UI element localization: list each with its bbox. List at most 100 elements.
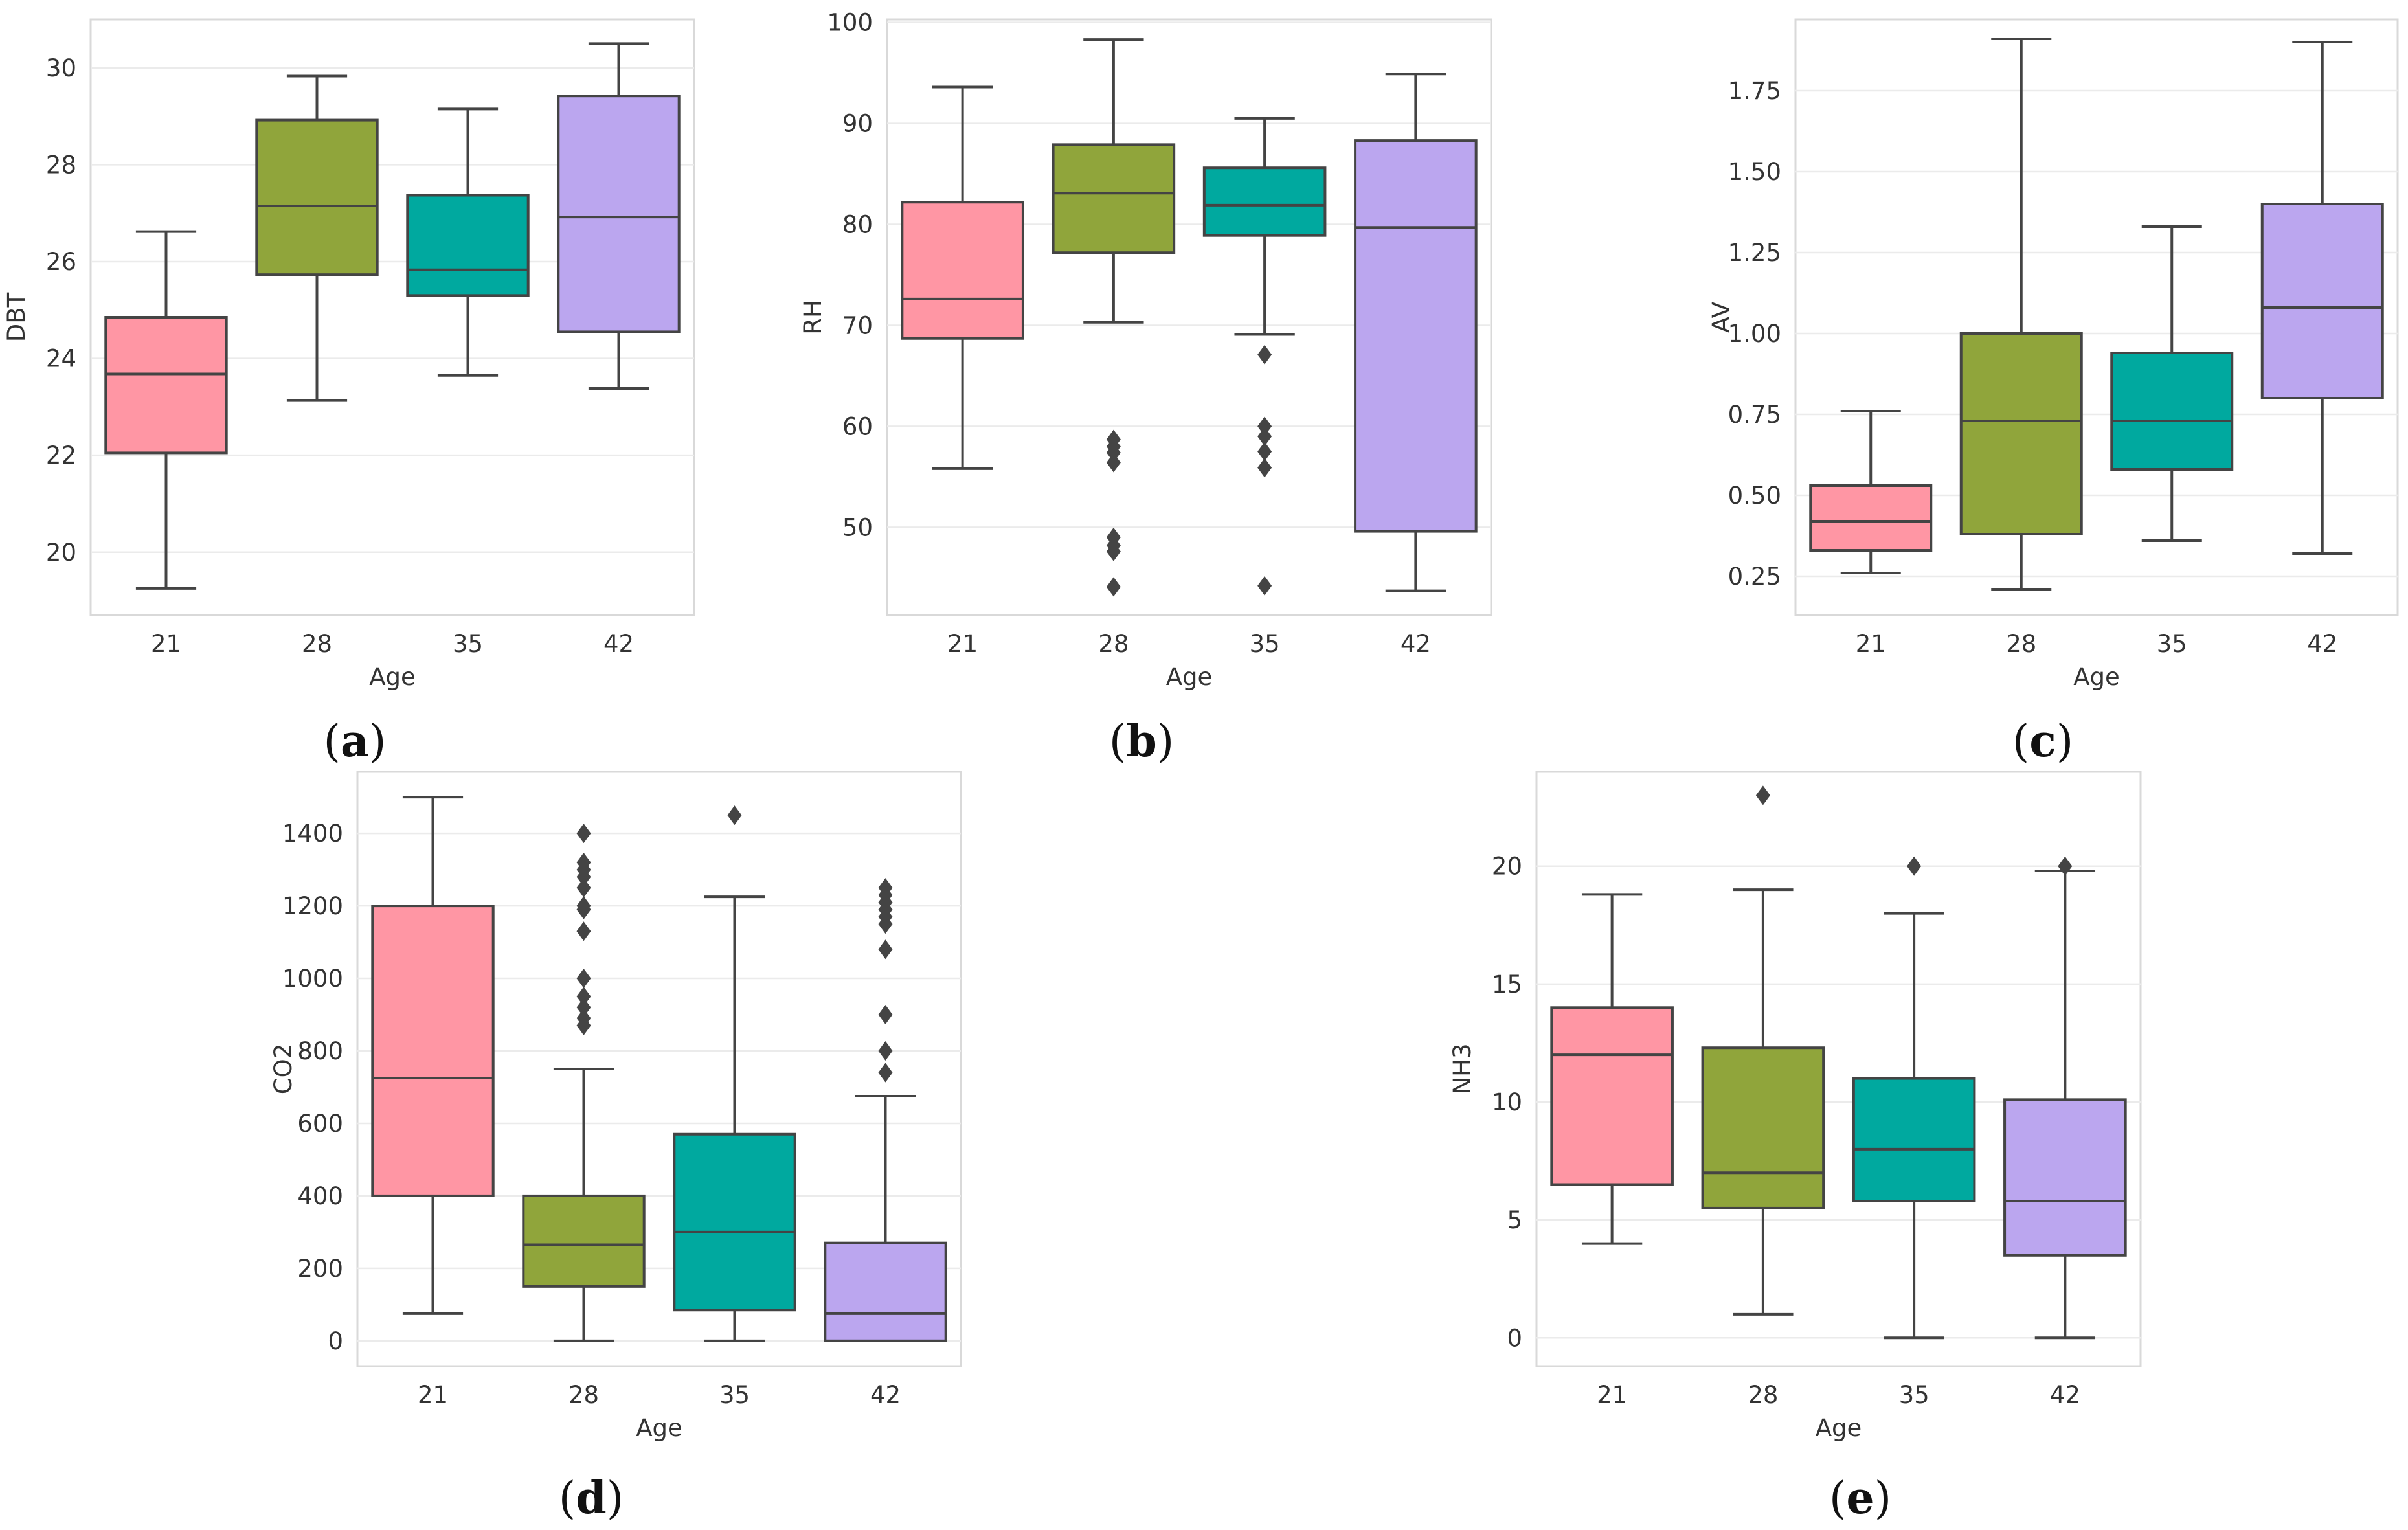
outlier-point: [1257, 458, 1272, 478]
y-axis-label: DBT: [3, 292, 30, 342]
y-tick-label: 400: [297, 1182, 343, 1210]
panel-label-close-paren: ): [607, 1473, 624, 1524]
outlier-point: [1106, 541, 1121, 561]
outlier-point: [1907, 856, 1922, 876]
x-tick-label: 35: [719, 1381, 750, 1409]
box-42: [1354, 73, 1478, 592]
outlier-point: [576, 878, 591, 898]
chart-panel-c: 0.25 0.50 0.75 1.00 1.25 1.50 1.75 21 28 35 42 Age A…: [1707, 18, 2399, 767]
y-tick-label: 15: [1492, 971, 1522, 998]
x-tick-label: 21: [947, 630, 978, 658]
outlier-point: [1257, 344, 1272, 365]
panel-label-close-paren: ): [369, 716, 387, 767]
iqr-box: [557, 95, 681, 333]
outlier-point: [878, 1041, 893, 1061]
box-35: [406, 107, 530, 377]
outlier-point: [1106, 453, 1121, 473]
chart-panel-d: 0 200 400 600 800 1000 1200 1400 21 28 35 42 Age CO2 (…: [269, 771, 962, 1524]
x-axis-label: Age: [636, 1414, 682, 1442]
y-axis-label: RH: [799, 300, 827, 335]
x-tick-label: 28: [568, 1381, 599, 1409]
y-axis-label: AV: [1707, 302, 1735, 333]
y-tick-label: 600: [297, 1110, 343, 1138]
x-tick-label: 21: [1597, 1381, 1627, 1409]
iqr-box: [2003, 1098, 2127, 1257]
panel-label-open-paren: (: [1829, 1473, 1847, 1524]
x-tick-label: 21: [1856, 630, 1886, 658]
outlier-point: [576, 969, 591, 989]
outlier-point: [576, 899, 591, 919]
x-axis-label: Age: [1166, 663, 1213, 691]
panel-label-letter: b: [1126, 715, 1157, 767]
y-tick-label: 22: [46, 442, 76, 469]
x-tick-label: 35: [1250, 630, 1280, 658]
y-tick-label: 1.00: [1728, 320, 1781, 348]
panel-label: (e): [1829, 1472, 1891, 1524]
outlier-point: [2058, 856, 2073, 876]
box-35: [1852, 856, 1976, 1340]
x-tick-label: 35: [2157, 630, 2187, 658]
y-axis-label: NH3: [1448, 1043, 1476, 1094]
y-tick-label: 0.50: [1728, 482, 1781, 510]
outlier-point: [727, 805, 742, 826]
panel-label-close-paren: ): [1874, 1473, 1892, 1524]
x-axis-label: Age: [2073, 663, 2120, 691]
iqr-box: [1852, 1077, 1976, 1202]
box-21: [371, 796, 495, 1315]
panel-label-letter: d: [576, 1472, 607, 1524]
y-tick-label: 0.75: [1728, 401, 1781, 429]
y-tick-label: 80: [842, 211, 873, 239]
box-28: [522, 824, 646, 1342]
x-tick-label: 35: [1899, 1381, 1930, 1409]
outlier-point: [1257, 576, 1272, 596]
iqr-box: [2260, 203, 2384, 399]
iqr-box: [824, 1241, 947, 1342]
panel-label-letter: e: [1846, 1472, 1874, 1524]
box-21: [901, 85, 1024, 470]
box-21: [104, 230, 228, 590]
box-42: [2260, 41, 2384, 555]
y-tick-label: 0.25: [1728, 563, 1781, 591]
y-tick-label: 800: [297, 1037, 343, 1065]
panel-label-open-paren: (: [559, 1473, 576, 1524]
box-42: [557, 42, 681, 390]
iqr-box: [1354, 139, 1478, 533]
chart-panel-e: 0 5 10 15 20 21 28 35 42 Age NH3 (e): [1448, 771, 2142, 1524]
outlier-point: [1257, 442, 1272, 462]
box-28: [1052, 38, 1176, 597]
outlier-point: [878, 1063, 893, 1083]
panel-label: (a): [323, 715, 386, 767]
outlier-point: [878, 1005, 893, 1025]
iqr-box: [1701, 1046, 1825, 1209]
iqr-box: [901, 201, 1024, 340]
iqr-box: [522, 1194, 646, 1288]
outlier-point: [576, 997, 591, 1017]
x-axis-label: Age: [1816, 1414, 1862, 1442]
x-axis-label: Age: [369, 663, 416, 691]
y-tick-label: 5: [1507, 1206, 1522, 1234]
y-tick-label: 1200: [282, 892, 343, 920]
y-axis-label: CO2: [269, 1044, 297, 1095]
box-28: [1701, 785, 1825, 1316]
panel-label: (c): [2012, 715, 2073, 767]
x-tick-label: 42: [870, 1381, 901, 1409]
outlier-point: [576, 921, 591, 941]
y-tick-label: 50: [842, 513, 873, 541]
outlier-point: [878, 939, 893, 960]
iqr-box: [1809, 484, 1933, 552]
outlier-point: [576, 987, 591, 1007]
y-tick-label: 10: [1492, 1088, 1522, 1116]
x-tick-label: 28: [1098, 630, 1129, 658]
y-tick-label: 200: [297, 1255, 343, 1283]
outlier-point: [576, 1015, 591, 1035]
panel-label-close-paren: ): [2056, 716, 2074, 767]
outlier-point: [576, 824, 591, 844]
box-21: [1809, 410, 1933, 574]
iqr-box: [673, 1132, 796, 1312]
x-tick-label: 21: [418, 1381, 448, 1409]
y-tick-label: 24: [46, 345, 76, 373]
iqr-box: [406, 194, 530, 297]
outlier-point: [1106, 577, 1121, 597]
x-tick-label: 28: [2006, 630, 2036, 658]
